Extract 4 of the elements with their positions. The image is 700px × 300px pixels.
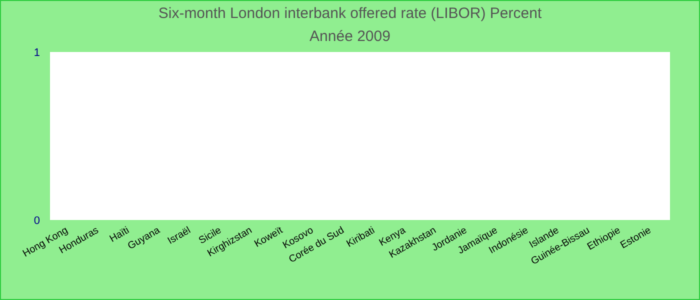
chart-subtitle: Année 2009 [310,28,390,45]
chart-title: Six-month London interbank offered rate (LIBOR) Percent [158,5,542,22]
y-tick-label: 0 [34,215,40,227]
y-tick-label: 1 [34,47,40,59]
